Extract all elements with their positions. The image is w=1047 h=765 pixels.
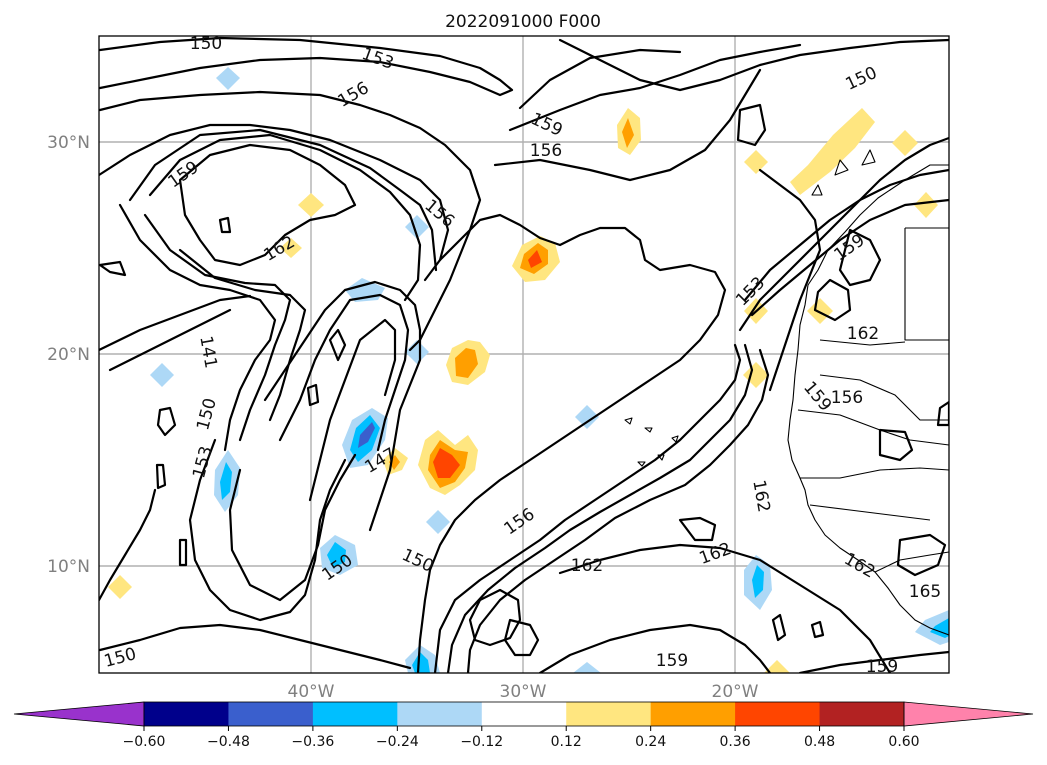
cold-anomaly-blob bbox=[342, 408, 388, 468]
colorbar-cell bbox=[228, 702, 314, 726]
shaded-anomalies bbox=[108, 67, 949, 673]
warm-anomaly-blob bbox=[807, 298, 833, 324]
colorbar-border bbox=[143, 701, 905, 727]
colorbar-cell bbox=[819, 702, 905, 726]
colorbar-cell bbox=[481, 702, 567, 726]
colorbar-tick-label: −0.12 bbox=[460, 734, 503, 750]
longitude-labels: 40°W 30°W 20°W bbox=[288, 682, 759, 702]
colorbar-extend-max bbox=[903, 701, 1034, 727]
latitude-labels: 30°N 20°N 10°N bbox=[47, 133, 90, 577]
contour-label: 156 bbox=[530, 141, 562, 161]
colorbar-cell bbox=[650, 702, 736, 726]
warm-anomaly-blob bbox=[512, 236, 560, 282]
warm-anomaly-blob bbox=[446, 340, 490, 385]
contour-label: 159 bbox=[656, 651, 688, 671]
colorbar-cell bbox=[397, 702, 483, 726]
lon-label-40w: 40°W bbox=[288, 682, 335, 702]
warm-anomaly-blob bbox=[892, 130, 918, 156]
lon-label-20w: 20°W bbox=[712, 682, 759, 702]
cold-anomaly-blob bbox=[320, 535, 358, 575]
lat-label-10n: 10°N bbox=[47, 557, 90, 577]
lat-label-20n: 20°N bbox=[47, 345, 90, 365]
map-frame bbox=[98, 35, 950, 674]
colorbar-tick-label: 0.60 bbox=[888, 734, 919, 750]
colorbar-tick-label: −0.48 bbox=[207, 734, 250, 750]
warm-anomaly-blob bbox=[744, 150, 768, 174]
colorbar-tick-label: 0.48 bbox=[804, 734, 835, 750]
warm-anomaly-blob bbox=[280, 238, 302, 258]
colorbar-tick-label: 0.24 bbox=[635, 734, 666, 750]
lat-label-30n: 30°N bbox=[47, 133, 90, 153]
coastlines bbox=[624, 149, 949, 636]
contour-label: 162 bbox=[571, 556, 603, 576]
colorbar-tick-label: −0.60 bbox=[123, 734, 166, 750]
warm-anomaly-blob bbox=[790, 108, 875, 195]
cold-anomaly-blob bbox=[575, 405, 599, 429]
contour-label: 156 bbox=[831, 388, 863, 408]
map-title: 2022091000 F000 bbox=[445, 12, 601, 32]
cold-anomaly-blob bbox=[405, 645, 440, 673]
colorbar: −0.60 −0.48 −0.36 −0.24 −0.12 0.12 0.24 0.36 0.4… bbox=[13, 701, 1034, 750]
cold-anomaly-blob bbox=[573, 662, 601, 673]
cold-anomaly-blob bbox=[216, 67, 240, 90]
warm-anomaly-blob bbox=[418, 430, 478, 495]
contour-label: 162 bbox=[847, 324, 879, 344]
cold-anomaly-blob bbox=[405, 340, 429, 364]
colorbar-extend-min bbox=[13, 701, 145, 727]
colorbar-cell bbox=[312, 702, 398, 726]
cold-anomaly-blob bbox=[150, 363, 174, 387]
cold-anomaly-blob bbox=[426, 510, 450, 534]
cold-anomaly-blob bbox=[744, 555, 772, 610]
colorbar-tick-label: 0.12 bbox=[551, 734, 582, 750]
colorbar-tick-label: −0.36 bbox=[291, 734, 334, 750]
warm-anomaly-blob bbox=[108, 575, 132, 599]
contour-label: 150 bbox=[190, 34, 222, 54]
warm-anomaly-blob bbox=[764, 660, 790, 673]
colorbar-cell bbox=[735, 702, 821, 726]
colorbar-cell bbox=[566, 702, 652, 726]
contour-label: 159 bbox=[866, 657, 898, 677]
contour-label: 165 bbox=[909, 582, 941, 602]
colorbar-tick-label: −0.24 bbox=[376, 734, 419, 750]
warm-anomaly-blob bbox=[914, 192, 938, 218]
colorbar-cell bbox=[144, 702, 229, 726]
colorbar-tick-label: 0.36 bbox=[720, 734, 751, 750]
lon-label-30w: 30°W bbox=[500, 682, 547, 702]
height-contours bbox=[99, 36, 949, 673]
warm-anomaly-blob bbox=[617, 108, 641, 155]
warm-anomaly-blob bbox=[298, 193, 324, 217]
